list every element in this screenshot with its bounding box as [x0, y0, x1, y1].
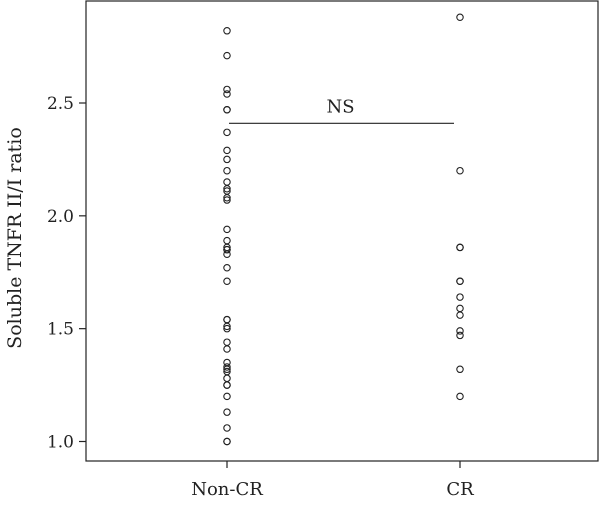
data-point [456, 311, 464, 319]
data-point [223, 236, 231, 245]
data-point [223, 155, 231, 164]
data-point [223, 408, 231, 416]
data-point [223, 437, 231, 446]
data-point [223, 365, 231, 374]
data-point [223, 277, 231, 286]
data-point [223, 315, 231, 324]
data-point [223, 374, 231, 383]
data-point [456, 243, 464, 252]
data-point [456, 365, 464, 374]
data-point [223, 250, 231, 258]
data-point [223, 194, 231, 202]
data-point [223, 263, 231, 272]
data-point [223, 51, 231, 60]
data-point [456, 293, 464, 301]
data-point [456, 331, 464, 340]
data-point [456, 327, 464, 335]
y-axis: 1.0 1.5 2.0 2.5 [47, 94, 86, 453]
data-point [223, 381, 231, 389]
plot-frame [85, 0, 599, 462]
x-tick-label: CR [446, 479, 474, 500]
data-point [456, 166, 464, 175]
data-point [223, 128, 231, 137]
x-tick-label: Non-CR [191, 479, 263, 500]
data-point [456, 13, 464, 21]
data-point [223, 90, 231, 98]
data-point [223, 178, 231, 186]
data-point [223, 324, 231, 333]
y-tick-label: 2.5 [47, 94, 74, 114]
significance-label: NS [326, 96, 354, 117]
data-points [223, 13, 464, 446]
y-tick-label: 1.0 [47, 433, 74, 453]
data-point [223, 424, 231, 432]
data-point [223, 146, 231, 155]
data-point [223, 27, 231, 35]
data-point [223, 185, 231, 193]
data-point [223, 338, 231, 346]
data-point [223, 225, 231, 234]
data-point [223, 345, 231, 353]
data-point [456, 304, 464, 313]
data-point [223, 196, 231, 204]
data-point [223, 322, 231, 331]
y-tick-label: 2.0 [47, 207, 74, 227]
data-point [456, 277, 464, 286]
x-axis: Non-CR CR [191, 461, 474, 500]
data-point [223, 245, 231, 254]
data-point [223, 85, 231, 94]
data-point [223, 106, 231, 114]
significance-annotation: NS [229, 96, 454, 124]
data-point [223, 392, 231, 401]
data-point [223, 166, 231, 175]
y-axis-label: Soluble TNFR II/I ratio [4, 127, 26, 349]
data-point [456, 392, 464, 401]
data-point [223, 363, 231, 371]
y-tick-label: 1.5 [47, 320, 74, 340]
